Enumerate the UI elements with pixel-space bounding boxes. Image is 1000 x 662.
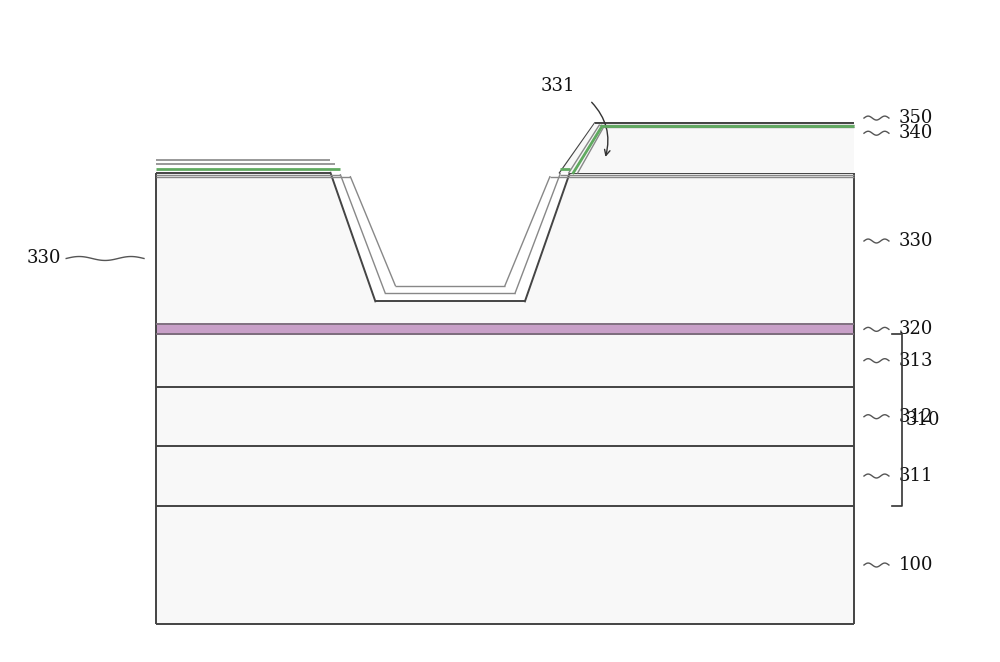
Text: 311: 311 xyxy=(899,467,933,485)
Text: 331: 331 xyxy=(541,77,575,95)
Text: 350: 350 xyxy=(899,109,933,127)
Bar xyxy=(156,324,854,334)
Text: 320: 320 xyxy=(899,320,933,338)
Text: 330: 330 xyxy=(899,232,933,250)
Text: 313: 313 xyxy=(899,352,933,369)
Text: 100: 100 xyxy=(899,556,933,574)
Polygon shape xyxy=(156,173,854,324)
Bar xyxy=(156,334,854,387)
Text: 330: 330 xyxy=(27,250,61,267)
Text: 310: 310 xyxy=(906,411,940,429)
Text: 312: 312 xyxy=(899,408,933,426)
Bar xyxy=(156,506,854,624)
Bar xyxy=(156,387,854,446)
Bar xyxy=(156,446,854,506)
Polygon shape xyxy=(560,123,854,173)
Text: 340: 340 xyxy=(899,124,933,142)
